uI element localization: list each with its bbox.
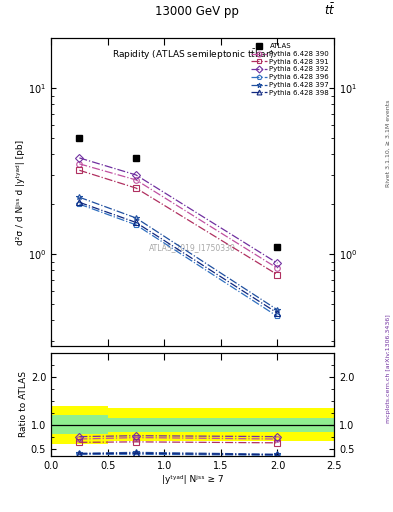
Y-axis label: Ratio to ATLAS: Ratio to ATLAS: [19, 372, 28, 437]
Text: ATLAS_2019_I1750330: ATLAS_2019_I1750330: [149, 243, 236, 252]
Text: Rapidity (ATLAS semileptonic t$\bar{\rm t}$bar): Rapidity (ATLAS semileptonic t$\bar{\rm …: [112, 48, 274, 62]
Legend: ATLAS, Pythia 6.428 390, Pythia 6.428 391, Pythia 6.428 392, Pythia 6.428 396, P: ATLAS, Pythia 6.428 390, Pythia 6.428 39…: [250, 42, 331, 97]
X-axis label: |yᵗʸᵃᵈ| Nʲˢˢ ≥ 7: |yᵗʸᵃᵈ| Nʲˢˢ ≥ 7: [162, 475, 223, 484]
Text: Rivet 3.1.10, ≥ 3.1M events: Rivet 3.1.10, ≥ 3.1M events: [386, 100, 391, 187]
Text: $t\bar{t}$: $t\bar{t}$: [325, 3, 336, 18]
Text: 13000 GeV pp: 13000 GeV pp: [154, 5, 239, 18]
Y-axis label: d²σ / d Nʲˢˢ d |yᵗʸᵃᵈ| [pb]: d²σ / d Nʲˢˢ d |yᵗʸᵃᵈ| [pb]: [16, 139, 25, 245]
Text: mcplots.cern.ch [arXiv:1306.3436]: mcplots.cern.ch [arXiv:1306.3436]: [386, 314, 391, 423]
